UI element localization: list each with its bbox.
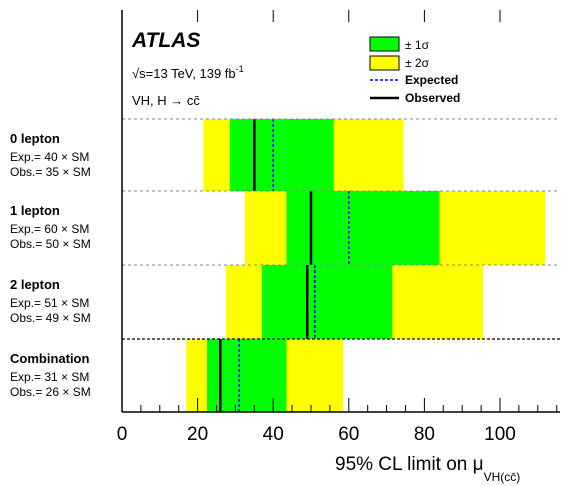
separators-layer (122, 118, 560, 340)
category-label-2: 2 lepton (10, 277, 60, 292)
chart-title: ATLAS (131, 29, 200, 52)
process-label: VH, H → cc̄ (132, 93, 200, 108)
legend-observed-label: Observed (405, 91, 460, 105)
observed-limit-text-2: Obs.= 49 × SM (10, 311, 91, 325)
one-sigma-band-3 (207, 339, 287, 412)
observed-limit-text-1: Obs.= 50 × SM (10, 237, 91, 251)
energy-text: √s=13 TeV, 139 fb (132, 66, 236, 81)
observed-limit-text-3: Obs.= 26 × SM (10, 385, 91, 399)
energy-exponent: -1 (236, 64, 244, 74)
legend-two-sigma-swatch (369, 55, 400, 71)
legend: ± 1σ ± 2σ Expected Observed (369, 36, 460, 105)
expected-limit-text-1: Exp.= 60 × SM (10, 222, 89, 236)
x-tick-label-4: 80 (414, 424, 435, 445)
legend-expected-label: Expected (405, 73, 458, 87)
category-label-3: Combination (10, 351, 89, 366)
bands-layer (186, 119, 546, 412)
legend-one-sigma-swatch (369, 36, 400, 52)
one-sigma-band-2 (261, 265, 393, 339)
x-axis-label-main: 95% CL limit on μ (335, 454, 484, 475)
one-sigma-band-1 (286, 191, 440, 265)
x-tick-label-5: 100 (484, 424, 516, 445)
x-tick-label-3: 60 (338, 424, 359, 445)
x-tick-label-2: 40 (263, 424, 284, 445)
x-axis-label: 95% CL limit on μVH(cc̄) (335, 454, 520, 484)
category-label-0: 0 lepton (10, 131, 60, 146)
category-label-1: 1 lepton (10, 203, 60, 218)
expected-limit-text-2: Exp.= 51 × SM (10, 296, 89, 310)
x-tick-label-0: 0 (117, 424, 128, 445)
x-axis-label-sub: VH(cc̄) (484, 470, 521, 484)
legend-two-sigma-label: ± 2σ (405, 56, 430, 70)
observed-limit-text-0: Obs.= 35 × SM (10, 165, 91, 179)
x-axis-ticks: 0 20 40 60 80 100 (117, 10, 558, 445)
energy-label: √s=13 TeV, 139 fb-1 (132, 64, 244, 81)
lines-layer (219, 119, 350, 412)
x-tick-label-1: 20 (187, 424, 208, 445)
expected-limit-text-0: Exp.= 40 × SM (10, 150, 89, 164)
expected-limit-text-3: Exp.= 31 × SM (10, 370, 89, 384)
legend-one-sigma-label: ± 1σ (405, 38, 430, 52)
one-sigma-band-0 (229, 119, 334, 191)
